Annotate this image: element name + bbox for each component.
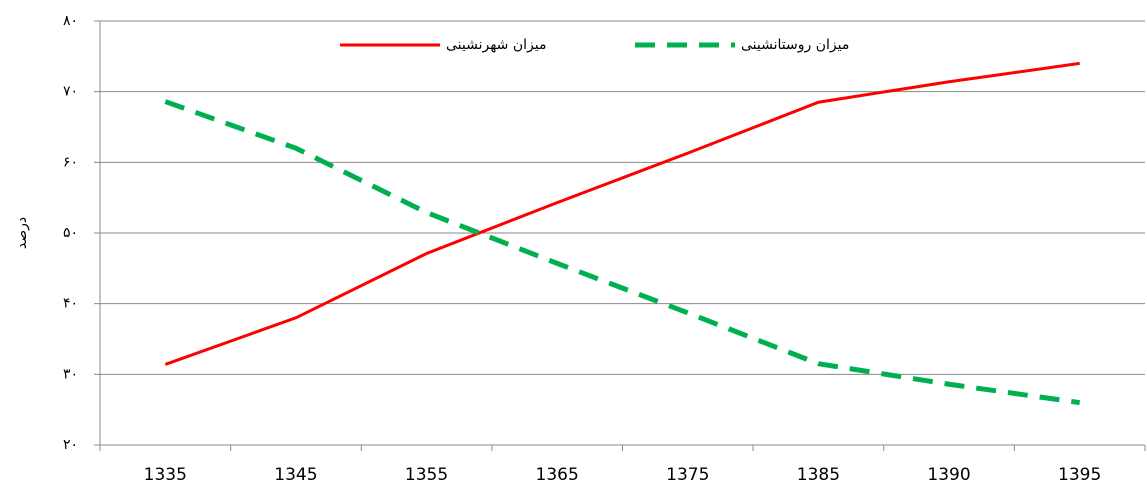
y-axis-label: درصد (14, 217, 30, 249)
y-tick-label: ۸۰ (63, 13, 78, 29)
series-line (164, 99, 1081, 406)
y-tick-label: ۷۰ (63, 84, 78, 100)
x-tick-label: 1365 (536, 465, 579, 485)
series-line (164, 61, 1080, 366)
x-tick-label: 1385 (797, 465, 840, 485)
x-tick-label: 1345 (274, 465, 317, 485)
legend-label: میزان روستانشینی (741, 37, 849, 53)
x-tick-label: 1355 (405, 465, 448, 485)
x-tick-label: 1375 (666, 465, 709, 485)
y-tick-label: ۳۰ (63, 366, 78, 382)
legend-label: میزان شهرنشینی (446, 37, 546, 53)
y-tick-label: ۵۰ (63, 225, 78, 241)
x-tick-label: 1390 (927, 465, 970, 485)
y-tick-label: ۲۰ (63, 437, 78, 453)
x-tick-label: 1335 (144, 465, 187, 485)
y-tick-label: ۴۰ (63, 296, 78, 312)
x-tick-label: 1395 (1058, 465, 1101, 485)
y-tick-label: ۶۰ (63, 154, 78, 170)
